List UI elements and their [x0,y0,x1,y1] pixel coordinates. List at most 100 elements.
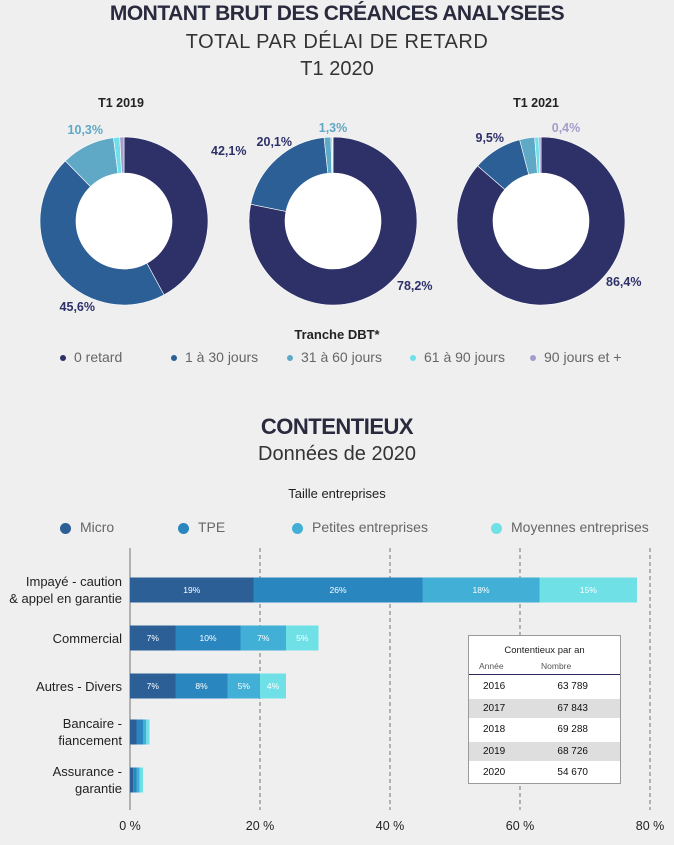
bar-segment [143,719,147,745]
category-label: Autres - Divers [36,678,122,694]
legend-label: 31 à 60 jours [301,349,382,365]
bar-data-label: 26% [329,585,346,595]
table-row: 2020 54 670 [469,763,620,783]
bar-segment [286,625,319,651]
donut-data-label: 86,4% [606,275,641,289]
legend-dot-icon [491,522,502,534]
period-label: T1 2020 [300,58,374,80]
donut-data-label: 10,3% [68,123,103,137]
donut-data-label: 9,5% [476,131,505,145]
donut-data-label: 78,2% [397,279,432,293]
donut-title: T1 2021 [513,96,559,110]
bar-legend-item: TPE [178,519,225,535]
x-tick-label: 0 % [119,819,141,833]
donut-legend-title: Tranche DBT* [294,327,380,342]
legend-label: Micro [80,519,115,535]
bar-segment [539,577,637,603]
bar-segment [146,719,150,745]
donut-hole [285,173,381,269]
bar-data-label: 5% [238,681,251,691]
legend-label: 0 retard [74,349,123,365]
donut-hole [493,173,589,269]
table-row: 2018 69 288 [469,720,620,740]
legend-label: Moyennes entreprises [511,519,649,535]
donut-legend-item: 31 à 60 jours [287,349,382,365]
table-row: 2017 67 843 [469,698,620,718]
donut-data-label: 20,1% [257,135,292,149]
table-cell: 2020 [483,767,506,779]
donut-hole [76,173,172,269]
table-body: 2016 63 789 2017 67 843 2018 69 288 2019 68 726… [469,677,620,783]
bar-data-label: 7% [257,633,270,643]
column-header-year: Année [479,661,504,671]
x-tick-label: 40 % [376,819,405,833]
bar-segment [133,767,137,793]
bar-data-label: 18% [472,585,489,595]
donut-charts: 42,1% 45,6% 10,3% T1 2019 78,2% 20,1% 1,3% 86,4… [39,96,641,314]
legend-dot-icon [410,355,416,362]
category-label: Commercial [52,630,122,646]
bar-segment [139,767,143,793]
category-label: Assurance - garantie [52,764,122,796]
bar-data-label: 19% [183,585,200,595]
table-cell: 54 670 [557,767,588,779]
bar-data-label: 15% [580,585,597,595]
bar-segment [253,577,423,603]
bar-data-label: 7% [147,681,160,691]
bar-data-label: 10% [199,633,216,643]
donut-data-label: 0,4% [552,121,581,135]
bar-legend-title: Taille entreprises [288,486,386,501]
table-cell: 2019 [483,745,506,757]
legend-dot-icon [292,522,303,534]
bar-segment [136,719,143,745]
bar-segment [240,625,286,651]
bar-segment [175,673,228,699]
table-row: 2019 68 726 [469,741,620,761]
bar-data-label: 4% [267,681,280,691]
bar-segment [130,719,137,745]
table-cell: 68 726 [557,745,588,757]
bar-segment [422,577,540,603]
table-header: Année Nombre [469,661,620,675]
legend-dot-icon [178,522,189,534]
donut-legend-item: 90 jours et + [530,349,621,365]
page-title: MONTANT BRUT DES CRÉANCES ANALYSEES [109,2,565,25]
donut-legend-item: 0 retard [60,349,122,365]
category-label: Impayé - caution & appel en garantie [9,574,122,606]
contentieux-title: CONTENTIEUX [260,414,414,439]
x-tick-label: 80 % [636,819,665,833]
legend-dot-icon [60,522,71,534]
table-title: Contentieux par an [504,645,585,656]
bar-legend-item: Micro [60,519,114,535]
bar-data-label: 5% [296,633,309,643]
bar-segment [130,625,176,651]
bar-segment [260,673,286,699]
legend-dot-icon [287,355,293,362]
donut-title: T1 2019 [98,96,144,110]
legend-dot-icon [60,355,66,362]
table-cell: 2016 [483,681,506,693]
table-cell: 67 843 [557,702,588,714]
bar-legend-item: Moyennes entreprises [491,519,649,535]
legend-label: 1 à 30 jours [185,349,259,365]
x-tick-label: 20 % [246,819,275,833]
bar-segment [227,673,260,699]
contentieux-subtitle: Données de 2020 [258,443,416,465]
column-header-count: Nombre [541,661,572,671]
category-label: Bancaire - fiancement [58,716,122,748]
x-tick-label: 60 % [506,819,535,833]
bar-segment [136,767,140,793]
bar-segment [130,767,134,793]
legend-label: TPE [198,519,226,535]
donut-legend-item: 61 à 90 jours [410,349,505,365]
legend-label: 61 à 90 jours [424,349,505,365]
bar-segment [130,577,254,603]
bar-segment [130,673,176,699]
donut-data-label: 42,1% [211,144,246,158]
table-cell: 2018 [483,724,506,736]
bar-segment [175,625,241,651]
table-cell: 63 789 [557,681,588,693]
table-cell: 2017 [483,702,506,714]
legend-dot-icon [171,355,177,362]
donut-slice-2-1 [248,136,418,306]
